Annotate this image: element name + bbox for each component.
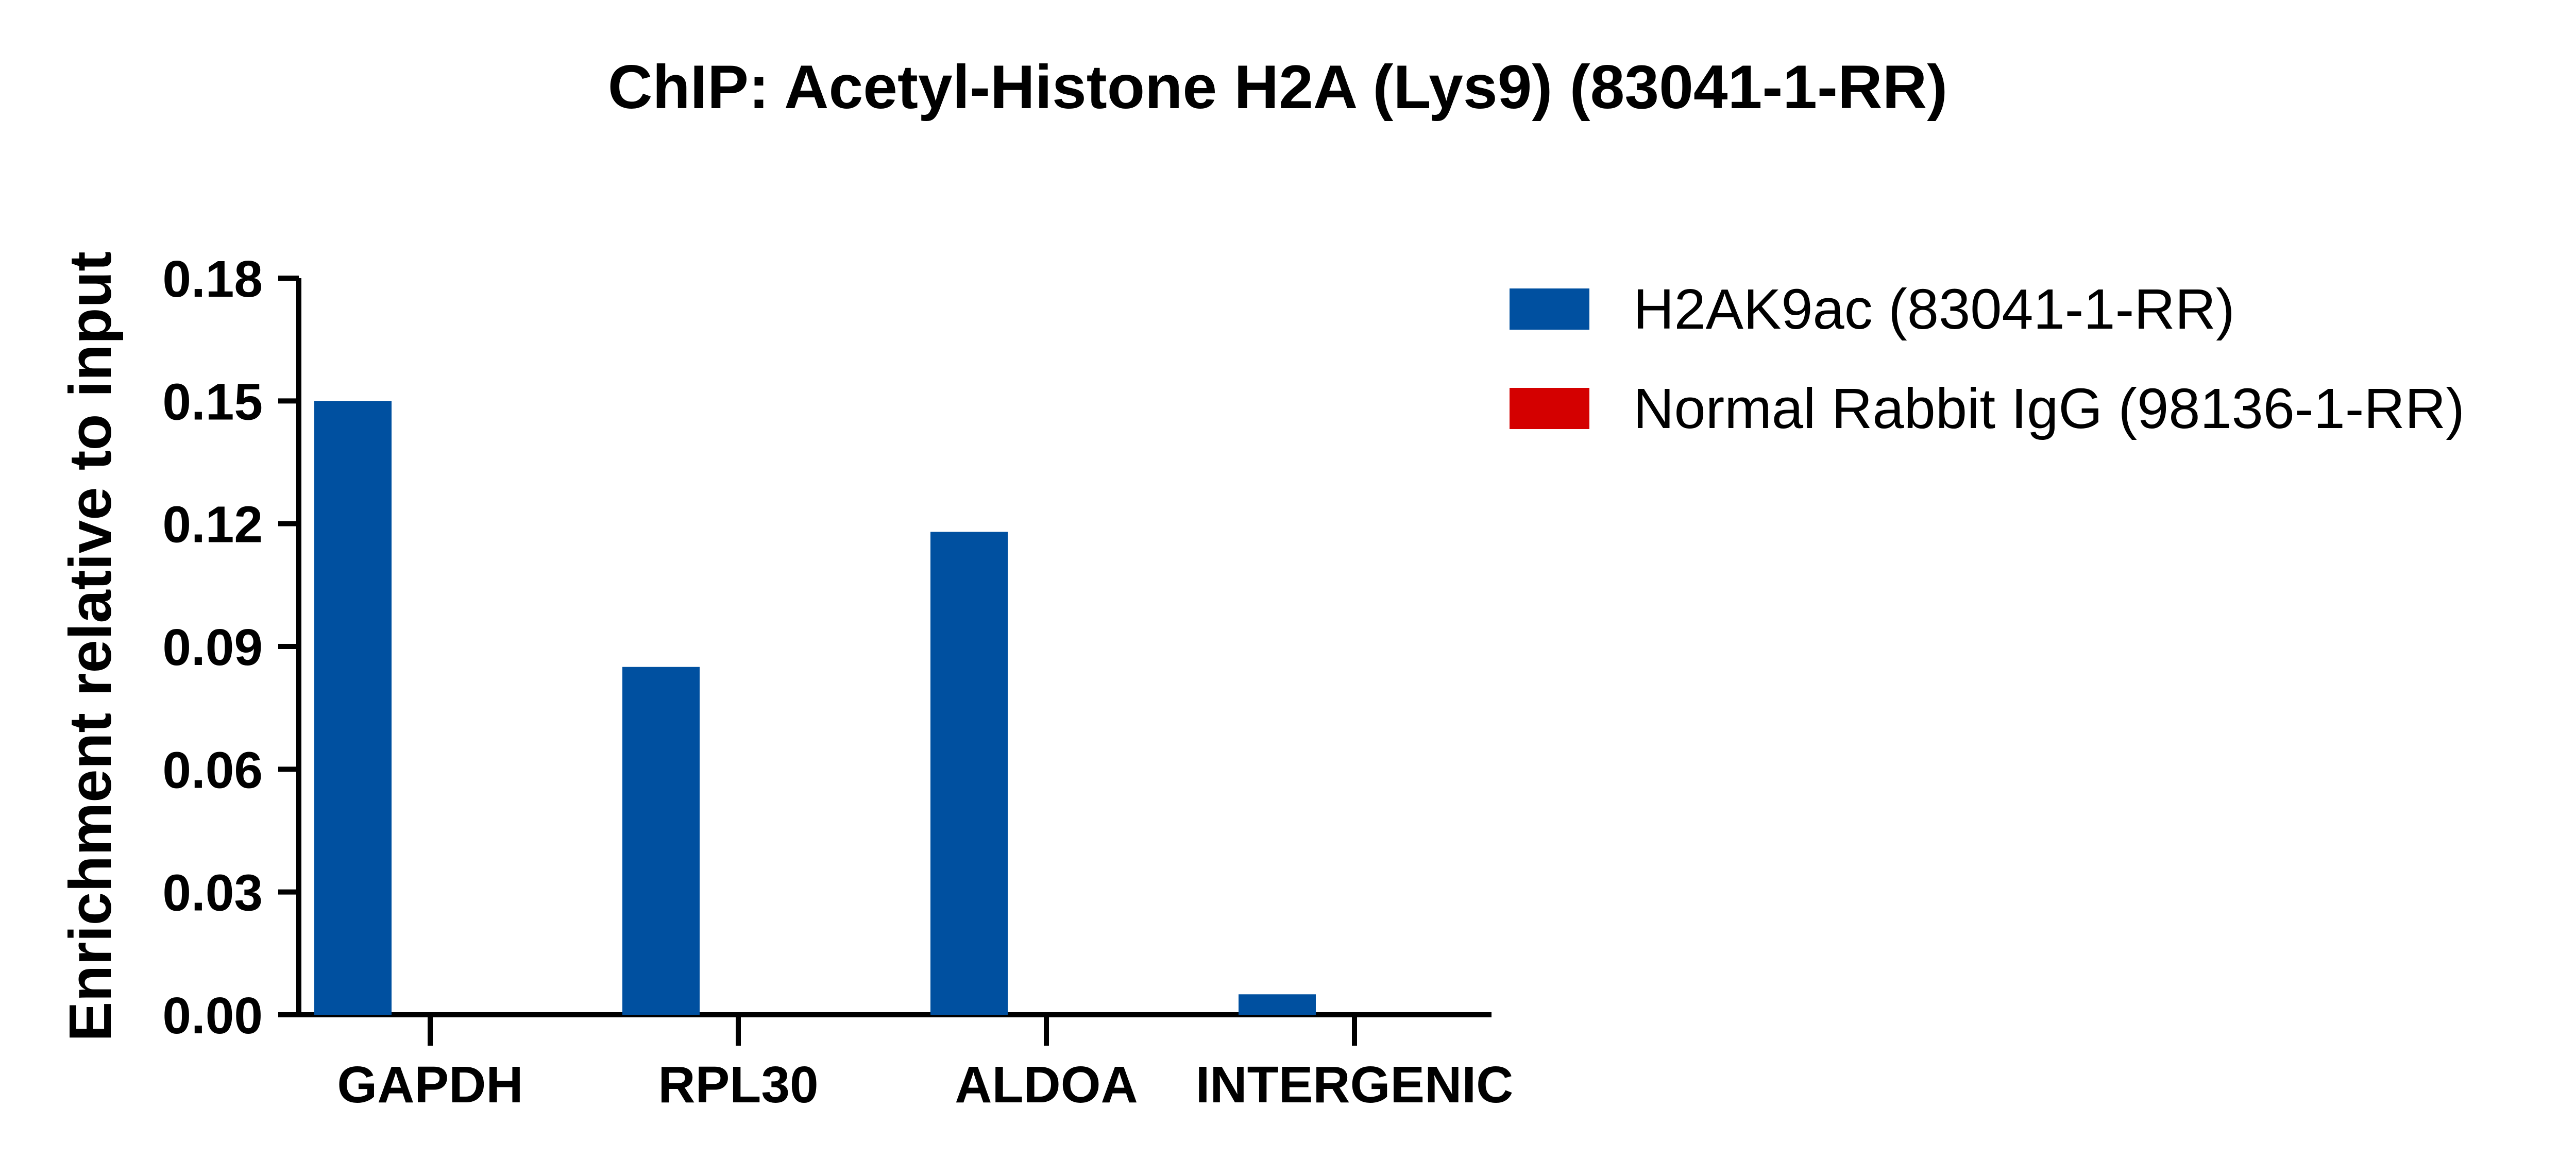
bar-intergenic-series-1 (1239, 994, 1316, 1015)
y-tick-label: 0.06 (162, 741, 263, 799)
y-axis-title: Enrichment relative to input (57, 251, 124, 1042)
legend: H2AK9ac (83041-1-RR) Normal Rabbit IgG (9… (1510, 278, 2465, 440)
y-tick-label: 0.03 (162, 864, 263, 922)
legend-swatch (1510, 288, 1589, 330)
y-tick-label: 0.09 (162, 619, 263, 676)
y-tick-label: 0.12 (162, 496, 263, 554)
bar-rpl30-series-1 (622, 667, 700, 1015)
legend-label: H2AK9ac (83041-1-RR) (1633, 278, 2235, 341)
x-category-label: ALDOA (955, 1056, 1138, 1114)
y-tick-label: 0.15 (162, 373, 263, 431)
y-tick-label: 0.00 (162, 987, 263, 1045)
x-category-label: GAPDH (337, 1056, 523, 1114)
chart-title: ChIP: Acetyl-Histone H2A (Lys9) (83041-1… (608, 53, 1948, 122)
y-tick-label: 0.18 (162, 250, 263, 308)
x-category-label: RPL30 (658, 1056, 818, 1114)
bar-gapdh-series-1 (314, 401, 392, 1015)
bar-aldoa-series-1 (930, 532, 1008, 1015)
legend-swatch (1510, 388, 1589, 429)
legend-label: Normal Rabbit IgG (98136-1-RR) (1633, 377, 2465, 440)
x-category-label: INTERGENIC (1196, 1056, 1514, 1114)
plot-area: 0.00 0.03 0.06 0.09 0.12 0.15 0.18 GAPDH RPL30 AL… (162, 250, 1513, 1114)
